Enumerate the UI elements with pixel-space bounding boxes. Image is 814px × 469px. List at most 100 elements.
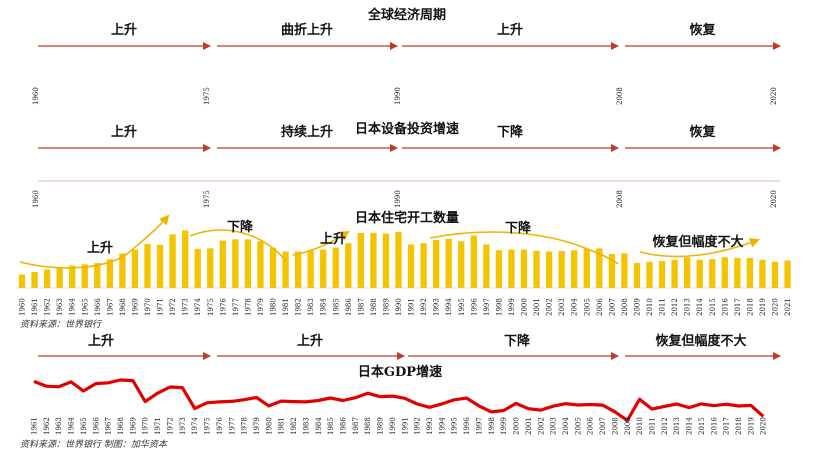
housing-tick: 1963 bbox=[56, 298, 64, 316]
housing-tick: 1968 bbox=[119, 298, 127, 316]
housing-bar bbox=[545, 251, 553, 288]
gdp-tick: 2007 bbox=[599, 417, 607, 435]
gdp-tick: 1969 bbox=[129, 417, 137, 435]
housing-bar bbox=[520, 249, 528, 288]
timeline-0-year-0: 1960 bbox=[32, 87, 40, 105]
housing-trend-3 bbox=[429, 231, 619, 265]
housing-tick: 1965 bbox=[81, 298, 89, 316]
housing-tick: 2011 bbox=[659, 298, 667, 316]
housing-tick: 1993 bbox=[433, 298, 441, 316]
housing-tick: 1996 bbox=[470, 298, 478, 316]
gdp-tick: 1985 bbox=[327, 417, 335, 435]
housing-bar bbox=[433, 240, 440, 288]
housing-tick: 2006 bbox=[596, 298, 604, 316]
housing-tick: 1966 bbox=[94, 298, 102, 316]
gdp-tick: 1988 bbox=[364, 417, 372, 435]
housing-bar bbox=[771, 261, 779, 288]
housing-bar bbox=[56, 267, 63, 288]
housing-tick: 1990 bbox=[395, 298, 403, 316]
housing-bar bbox=[721, 257, 728, 288]
gdp-tick: 1999 bbox=[500, 417, 508, 435]
housing-tick: 1994 bbox=[445, 298, 453, 316]
timeline-1-title: 日本设备投资增速 bbox=[355, 121, 459, 137]
housing-tick: 1984 bbox=[320, 298, 328, 316]
gdp-tick: 2000 bbox=[513, 417, 521, 435]
gdp-tick: 1979 bbox=[253, 417, 261, 435]
housing-bar bbox=[69, 265, 76, 288]
gdp-tick: 1989 bbox=[377, 417, 385, 435]
housing-tick: 1998 bbox=[495, 298, 503, 316]
housing-bar bbox=[370, 232, 377, 288]
housing-tick: 2005 bbox=[583, 298, 591, 316]
housing-tick: 2001 bbox=[533, 298, 541, 316]
gdp-tick: 1976 bbox=[216, 417, 224, 435]
housing-tick: 1977 bbox=[232, 298, 240, 316]
housing-tick: 1981 bbox=[282, 298, 290, 316]
housing-tick: 1971 bbox=[157, 298, 165, 316]
gdp-tick: 1966 bbox=[92, 417, 100, 435]
housing-bar bbox=[294, 251, 302, 288]
timeline-0-phase-2: 上升 bbox=[497, 22, 523, 38]
gdp-tick: 1987 bbox=[352, 417, 360, 435]
gdp-tick: 1967 bbox=[105, 417, 113, 435]
housing-bar bbox=[43, 269, 51, 288]
housing-tick: 2018 bbox=[746, 298, 754, 316]
housing-bar bbox=[244, 239, 252, 288]
housing-tick: 1972 bbox=[169, 298, 177, 316]
housing-tick: 2009 bbox=[633, 298, 641, 316]
gdp-tick: 1963 bbox=[55, 417, 63, 435]
housing-bar bbox=[18, 274, 26, 288]
gdp-tick: 1972 bbox=[166, 417, 174, 435]
housing-phase-4: 恢复但幅度不大 bbox=[652, 234, 743, 250]
gdp-tick: 1990 bbox=[389, 417, 397, 435]
housing-tick: 1987 bbox=[357, 298, 365, 316]
housing-bar bbox=[671, 259, 678, 288]
timeline-1-year-4: 2020 bbox=[770, 190, 778, 208]
housing-tick: 1967 bbox=[106, 298, 114, 316]
housing-bar bbox=[483, 244, 490, 288]
housing-tick: 2015 bbox=[709, 298, 717, 316]
housing-bar bbox=[571, 250, 578, 288]
housing-bar bbox=[182, 230, 189, 288]
gdp-tick: 1980 bbox=[265, 417, 273, 435]
gdp-tick: 2002 bbox=[537, 417, 545, 435]
housing-tick: 2017 bbox=[734, 298, 742, 316]
housing-bar bbox=[282, 251, 289, 288]
gdp-phase-1: 上升 bbox=[297, 333, 323, 349]
timeline-0-title: 全球经济周期 bbox=[367, 7, 446, 23]
housing-bar bbox=[458, 241, 465, 288]
housing-bar bbox=[746, 257, 754, 288]
housing-bar bbox=[119, 253, 126, 288]
gdp-tick: 1994 bbox=[438, 417, 446, 435]
housing-tick: 1999 bbox=[508, 298, 516, 316]
housing-tick: 2016 bbox=[721, 298, 729, 316]
housing-tick: 2012 bbox=[671, 298, 679, 316]
housing-bar bbox=[646, 261, 653, 288]
gdp-tick: 2003 bbox=[550, 417, 558, 435]
housing-tick: 1986 bbox=[345, 298, 353, 316]
housing-bar bbox=[407, 244, 415, 288]
housing-tick: 1969 bbox=[131, 298, 139, 316]
housing-tick: 1974 bbox=[194, 298, 202, 316]
housing-bar bbox=[784, 260, 791, 288]
housing-tick: 1989 bbox=[382, 298, 390, 316]
housing-tick: 1980 bbox=[270, 298, 278, 316]
housing-trend-4 bbox=[639, 238, 760, 258]
timeline-1-phase-1: 持续上升 bbox=[281, 124, 333, 140]
housing-bar bbox=[131, 249, 139, 288]
housing-bar bbox=[470, 235, 477, 288]
timeline-0-year-2: 1990 bbox=[394, 87, 402, 105]
gdp-tick: 2004 bbox=[562, 417, 570, 435]
housing-tick: 1982 bbox=[295, 298, 303, 316]
housing-bar bbox=[495, 250, 503, 288]
gdp-tick: 1983 bbox=[302, 417, 310, 435]
housing-phase-0: 上升 bbox=[87, 240, 113, 256]
housing-bar bbox=[106, 259, 113, 288]
housing-bar bbox=[382, 233, 390, 288]
gdp-tick: 2016 bbox=[710, 417, 718, 435]
housing-tick: 1976 bbox=[219, 298, 227, 316]
gdp-tick: 1982 bbox=[290, 417, 298, 435]
housing-tick: 2004 bbox=[571, 298, 579, 316]
